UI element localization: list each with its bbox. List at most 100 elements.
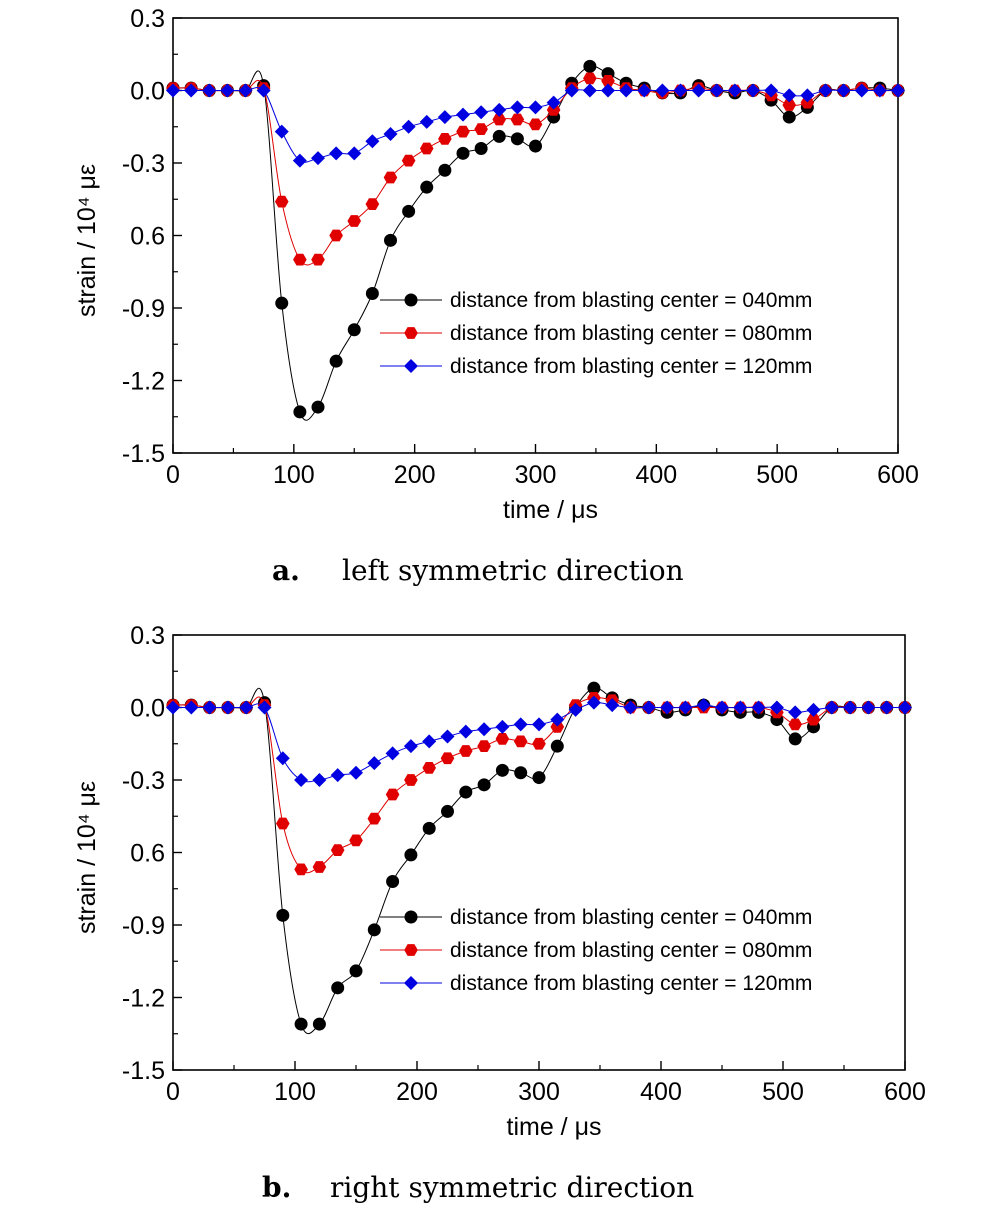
data-point: [440, 752, 455, 765]
data-point: [459, 785, 473, 799]
series-3: [166, 695, 912, 787]
data-point: [420, 180, 434, 194]
x-tick-label: 300: [518, 1078, 560, 1106]
y-tick-label: 0.3: [130, 622, 165, 650]
data-point: [529, 139, 542, 153]
data-point: [419, 114, 434, 129]
y-tick-label: -1.2: [122, 368, 165, 396]
legend-marker: [404, 944, 418, 956]
x-tick-label: 0: [166, 1078, 180, 1106]
legend-marker: [404, 327, 418, 339]
plot-frame: [172, 634, 906, 1071]
data-point: [331, 981, 345, 995]
data-point: [276, 908, 290, 922]
data-point: [495, 763, 509, 777]
data-point: [564, 83, 579, 98]
data-point: [276, 817, 290, 830]
data-point: [492, 113, 507, 126]
data-point: [528, 118, 543, 131]
data-point: [458, 724, 473, 739]
data-point: [419, 142, 434, 155]
data-point: [367, 812, 382, 825]
data-point: [385, 746, 400, 761]
caption-letter: b.: [262, 1171, 291, 1204]
data-point: [422, 734, 437, 749]
data-point: [311, 151, 325, 166]
data-point: [495, 733, 510, 745]
data-point: [495, 719, 510, 734]
data-point: [891, 83, 905, 98]
data-point: [788, 705, 803, 720]
data-point: [365, 287, 379, 300]
y-tick-label: 0.6: [130, 223, 165, 251]
x-tick-label: 400: [640, 1078, 682, 1106]
legend-label: distance from blasting center = 080mm: [450, 939, 812, 962]
data-point: [528, 100, 543, 115]
data-point: [550, 712, 565, 727]
data-point: [257, 700, 272, 715]
data-point: [546, 103, 561, 116]
data-point: [330, 844, 345, 856]
data-point: [861, 700, 876, 715]
data-point: [898, 700, 912, 715]
data-point: [438, 132, 452, 145]
data-point: [220, 700, 235, 715]
data-point: [678, 700, 693, 715]
data-point: [583, 72, 597, 85]
data-point: [733, 700, 748, 715]
data-point: [456, 146, 470, 160]
data-point: [403, 739, 418, 754]
data-point: [329, 354, 343, 368]
data-point: [293, 253, 307, 266]
data-point: [456, 125, 470, 138]
data-point: [601, 83, 615, 98]
data-point: [818, 83, 833, 98]
data-point: [492, 102, 507, 117]
legend: distance from blasting center = 040mm dis…: [380, 906, 812, 995]
y-tick-label: -0.3: [122, 767, 165, 795]
y-tick-label: 0.0: [130, 78, 165, 106]
y-axis-title: strain / 10⁴ με: [73, 164, 101, 317]
data-point: [404, 774, 418, 786]
data-point: [605, 698, 620, 713]
data-point: [329, 146, 344, 161]
data-point: [294, 863, 308, 876]
data-point: [367, 923, 381, 937]
data-point: [582, 83, 597, 98]
legend-marker: [404, 359, 418, 373]
x-tick-label: 0: [166, 461, 180, 489]
x-tick-label: 300: [515, 461, 557, 489]
data-point: [311, 253, 325, 266]
legend: distance from blasting center = 040mm dis…: [380, 289, 812, 378]
y-tick-label: -0.9: [122, 912, 165, 940]
data-point: [550, 739, 564, 753]
x-tick-label: 200: [394, 461, 436, 489]
data-point: [637, 83, 652, 98]
data-point: [329, 229, 343, 242]
legend-label: distance from blasting center = 040mm: [450, 289, 812, 312]
data-point: [474, 123, 488, 136]
data-point: [510, 132, 524, 146]
data-point: [583, 59, 597, 73]
chart-panel-a: 0.3 0.0 -0.3 0.6 -0.9 -1.2 -1.50 100 200 300 400 50…: [73, 5, 919, 587]
x-tick-label: 500: [762, 1078, 804, 1106]
data-point: [404, 848, 418, 862]
data-point: [274, 124, 289, 139]
series-3: [166, 83, 905, 168]
data-point: [879, 700, 894, 715]
data-point: [746, 83, 760, 98]
data-point: [422, 821, 436, 835]
data-point: [751, 700, 766, 715]
y-tick-label: 0.3: [130, 5, 165, 33]
data-point: [347, 215, 362, 227]
data-point: [764, 83, 779, 98]
data-point: [806, 702, 821, 717]
data-point: [347, 146, 362, 161]
data-point: [696, 698, 711, 713]
caption-letter: a.: [272, 554, 300, 587]
data-point: [769, 700, 784, 715]
data-point: [513, 717, 528, 732]
y-tick-label: -0.3: [122, 150, 165, 178]
data-point: [386, 875, 400, 888]
